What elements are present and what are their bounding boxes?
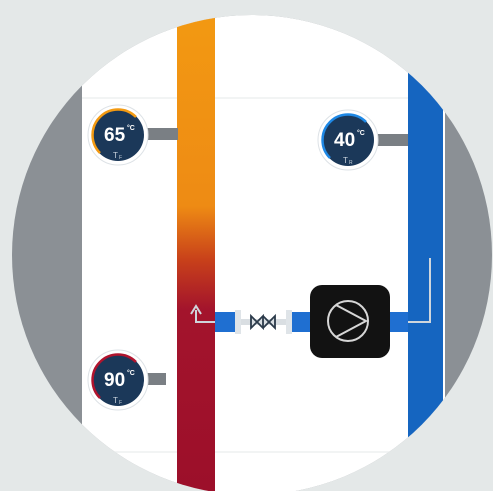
pump-icon bbox=[335, 304, 369, 338]
gauge: 90 °C T F bbox=[87, 349, 149, 411]
gauge-value: 65 bbox=[104, 125, 126, 146]
connector bbox=[290, 312, 310, 332]
flow-arrow bbox=[195, 310, 215, 323]
gauge-unit: °C bbox=[127, 124, 135, 132]
return-pipe bbox=[408, 62, 443, 440]
gauge-unit: °C bbox=[357, 129, 365, 137]
gauge-sub: F bbox=[119, 400, 122, 406]
connector bbox=[286, 310, 292, 334]
gauge: 65 °C T F bbox=[87, 104, 149, 166]
gauge-value: 90 bbox=[104, 370, 125, 391]
gauge-symbol: T bbox=[343, 156, 348, 165]
room bbox=[82, 15, 445, 491]
connector bbox=[215, 312, 235, 332]
flow-line bbox=[408, 258, 431, 323]
sensor-stub bbox=[146, 128, 178, 140]
gauge-symbol: T bbox=[113, 151, 118, 160]
gauge: 40 °C T R bbox=[317, 109, 379, 171]
sensor-stub bbox=[146, 373, 166, 385]
pump bbox=[310, 285, 390, 358]
gauge-value: 40 bbox=[334, 130, 355, 151]
sensor-stub bbox=[378, 134, 408, 146]
valve bbox=[250, 313, 276, 331]
supply-pipe bbox=[177, 15, 215, 491]
connector bbox=[390, 312, 408, 332]
gauge-sub: R bbox=[349, 160, 353, 166]
gauge-unit: °C bbox=[127, 369, 135, 377]
connector bbox=[235, 310, 241, 334]
gauge-symbol: T bbox=[113, 396, 118, 405]
flow-arrow-head bbox=[190, 304, 202, 315]
gauge-sub: F bbox=[119, 155, 122, 161]
